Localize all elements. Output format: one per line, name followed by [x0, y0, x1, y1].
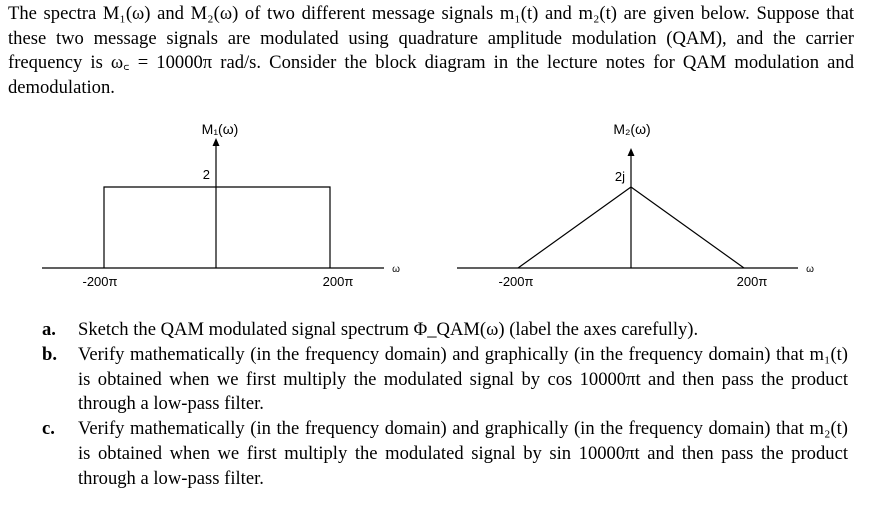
plot-m2-right-tick: 200π: [737, 274, 768, 289]
question-b-letter: b.: [42, 343, 57, 365]
question-list: a. Sketch the QAM modulated signal spect…: [42, 318, 848, 492]
plot-m1-left-tick: -200π: [83, 274, 118, 289]
question-a-letter: a.: [42, 319, 56, 340]
problem-statement: The spectra M₁(ω) and M₂(ω) of two diffe…: [8, 2, 854, 100]
plot-m1-peak-label: 2: [203, 167, 210, 182]
plot-m2: M₂(ω) 2j -200π 200π ω: [457, 121, 814, 289]
question-a: a. Sketch the QAM modulated signal spect…: [42, 318, 848, 343]
plot-m2-axis-label: ω: [806, 264, 814, 275]
plot-m1-right-tick: 200π: [323, 274, 354, 289]
plot-m1-rectangle: [103, 186, 331, 268]
plot-m2-title: M₂(ω): [613, 121, 650, 137]
plot-m2-peak-label: 2j: [615, 169, 625, 184]
plot-m1-vertical-arrow-icon: [212, 138, 220, 146]
question-b-text: Verify mathematically (in the frequency …: [78, 343, 848, 415]
question-c-letter: c.: [42, 418, 55, 440]
plot-m2-vertical-arrow-icon: [627, 148, 635, 156]
problem-statement-text: The spectra M₁(ω) and M₂(ω) of two diffe…: [8, 3, 854, 98]
plot-m1-title: M₁(ω): [202, 121, 239, 137]
plot-m1-axis-label: ω: [392, 264, 400, 275]
question-a-text: Sketch the QAM modulated signal spectrum…: [78, 319, 699, 340]
question-c: c. Verify mathematically (in the frequen…: [42, 417, 848, 491]
question-c-text: Verify mathematically (in the frequency …: [78, 418, 848, 489]
plot-m2-triangle: [517, 186, 745, 269]
question-b: b. Verify mathematically (in the frequen…: [42, 343, 848, 417]
plot-m2-left-tick: -200π: [499, 274, 534, 289]
plot-m1: M₁(ω) 2 -200π 200π ω: [42, 121, 400, 289]
